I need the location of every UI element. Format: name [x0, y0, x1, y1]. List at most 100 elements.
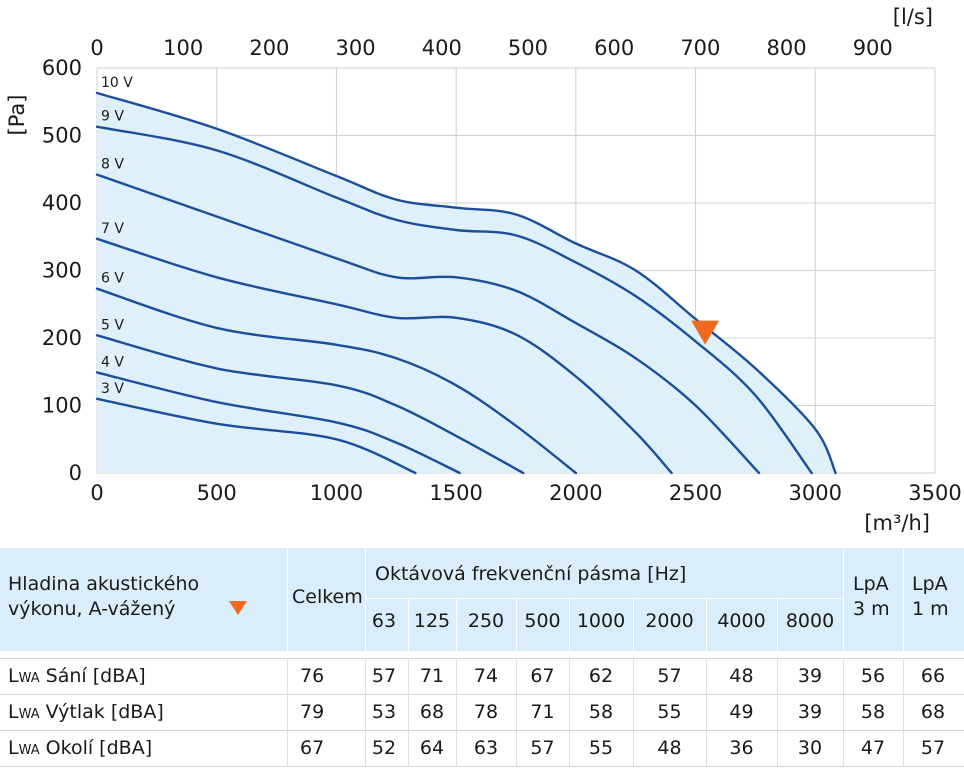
row-band-value: 36 — [729, 737, 754, 759]
header-lpa3-line2: 3 m — [853, 598, 890, 620]
curve-label-9v: 9 V — [101, 109, 124, 125]
curve-label-7v: 7 V — [101, 221, 124, 237]
row-divider — [633, 730, 634, 766]
series-line-9v — [95, 125, 813, 475]
x-tick-label-top: 900 — [853, 36, 893, 60]
row-label: LWA Sání [dBA] — [8, 665, 146, 690]
row-divider — [456, 694, 457, 730]
y-tick-label: 400 — [42, 191, 82, 215]
row-divider — [569, 730, 570, 766]
y-tick-label: 500 — [42, 124, 82, 148]
row-separator — [0, 766, 964, 767]
operating-area-fill — [97, 93, 836, 473]
table-header-band — [0, 548, 964, 651]
row-label-subscript: WA — [18, 743, 40, 758]
row-label-prefix: L — [8, 737, 19, 759]
x-tick-label-bottom: 500 — [197, 481, 237, 505]
row-divider — [287, 658, 288, 694]
curve-label-3v: 3 V — [101, 381, 124, 397]
row-label-subscript: WA — [18, 707, 40, 722]
y-tick-label: 100 — [42, 394, 82, 418]
band-header-63: 63 — [371, 610, 397, 632]
band-header-250: 250 — [467, 610, 505, 632]
band-header-125: 125 — [413, 610, 451, 632]
octave-divider — [365, 598, 843, 599]
row-band-value: 71 — [419, 665, 445, 687]
curve-label-4v: 4 V — [101, 354, 124, 370]
row-divider — [516, 694, 517, 730]
band-header-500: 500 — [524, 610, 561, 632]
band-divider — [408, 598, 409, 651]
row-band-value: 48 — [729, 665, 754, 687]
series-line-5v — [95, 334, 525, 475]
row-band-value: 39 — [797, 701, 823, 723]
band-header-8000: 8000 — [785, 610, 835, 632]
x-tick-label-top: 0 — [90, 36, 103, 60]
header-total: Celkem — [292, 586, 363, 608]
x-tick-label-top: 400 — [422, 36, 462, 60]
x-tick-label-bottom: 3500 — [908, 481, 961, 505]
row-lpa-3m: 58 — [860, 701, 886, 723]
row-lpa-1m: 66 — [920, 665, 946, 687]
row-divider — [633, 658, 634, 694]
band-divider — [569, 598, 570, 651]
series-line-4v — [95, 371, 461, 475]
row-label-subscript: WA — [18, 671, 40, 686]
x-tick-label-bottom: 0 — [90, 481, 103, 505]
x-tick-label-top: 100 — [163, 36, 203, 60]
header-divider — [903, 548, 904, 651]
curve-label-10v: 10 V — [101, 75, 133, 91]
y-tick-label: 200 — [42, 326, 82, 350]
row-label-prefix: L — [8, 701, 19, 723]
row-band-value: 74 — [473, 665, 499, 687]
row-band-value: 62 — [588, 665, 614, 687]
row-label-text: Výtlak [dBA] — [39, 701, 164, 723]
row-divider — [408, 694, 409, 730]
row-band-value: 52 — [371, 737, 397, 759]
curve-label-8v: 8 V — [101, 157, 124, 173]
curve-label-6v: 6 V — [101, 271, 124, 287]
series-line-3v — [95, 397, 417, 475]
header-divider — [365, 548, 366, 651]
row-divider — [903, 694, 904, 730]
y-tick-label: 0 — [69, 461, 82, 485]
band-divider — [706, 598, 707, 651]
noise-table: Hladina akustického výkonu, A-vážený Cel… — [0, 548, 964, 772]
row-band-value: 64 — [419, 737, 445, 759]
curve-label-5v: 5 V — [101, 317, 124, 333]
row-divider — [843, 694, 844, 730]
row-divider — [287, 730, 288, 766]
row-label-text: Sání [dBA] — [39, 665, 146, 687]
chart-curve-labels: 10 V 9 V 8 V 7 V 6 V 5 V 4 V 3 V — [101, 75, 133, 397]
row-divider — [408, 658, 409, 694]
header-divider — [287, 548, 288, 651]
row-band-value: 30 — [797, 737, 823, 759]
row-divider — [365, 658, 366, 694]
header-label-line2: výkonu, A-vážený — [8, 598, 176, 620]
row-label-text: Okolí [dBA] — [39, 737, 153, 759]
row-separator — [0, 730, 964, 731]
x-tick-label-bottom: 1000 — [310, 481, 363, 505]
row-divider — [706, 658, 707, 694]
series-line-8v — [95, 173, 761, 475]
row-divider — [777, 694, 778, 730]
row-divider — [706, 694, 707, 730]
header-lpa1-line1: LpA — [912, 573, 948, 595]
series-line-7v — [95, 237, 673, 475]
row-total: 76 — [300, 665, 325, 687]
chart-series — [95, 91, 837, 475]
series-line-6v — [95, 287, 578, 475]
y-tick-label: 600 — [42, 56, 82, 80]
band-header-4000: 4000 — [717, 610, 766, 632]
row-total: 67 — [300, 737, 325, 759]
row-band-value: 78 — [473, 701, 499, 723]
row-divider — [365, 694, 366, 730]
band-divider — [516, 598, 517, 651]
x-tick-label-bottom: 3000 — [789, 481, 842, 505]
row-band-value: 49 — [729, 701, 754, 723]
x-tick-label-top: 200 — [249, 36, 289, 60]
operating-point-marker — [691, 320, 720, 345]
row-divider — [456, 730, 457, 766]
row-divider — [408, 730, 409, 766]
header-lpa3-line1: LpA — [853, 573, 889, 595]
